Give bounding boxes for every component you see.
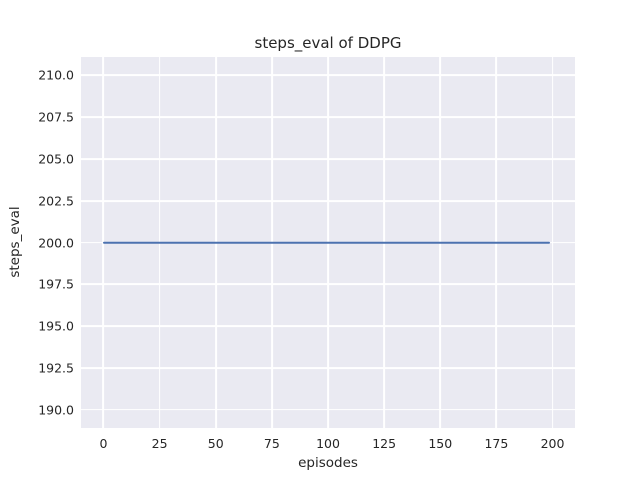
plot-area — [81, 57, 575, 428]
x-tick-label: 75 — [263, 436, 280, 451]
x-tick-label: 150 — [428, 436, 453, 451]
y-tick-labels: 190.0 192.5 195.0 197.5 200.0 202.5 205.0 207.5… — [0, 57, 74, 428]
y-gridline — [81, 366, 575, 369]
x-tick-label: 0 — [99, 436, 108, 451]
y-tick-label: 207.5 — [38, 109, 74, 125]
y-gridline — [81, 325, 575, 327]
x-tick-label: 200 — [540, 436, 565, 451]
y-tick-label: 205.0 — [38, 151, 74, 167]
y-gridline — [81, 283, 575, 286]
x-tick-label: 50 — [207, 436, 224, 451]
y-tick-label: 210.0 — [38, 67, 74, 83]
x-tick-label: 25 — [151, 436, 168, 451]
y-tick-label: 197.5 — [38, 276, 74, 292]
x-tick-label: 125 — [372, 436, 397, 451]
y-tick-label: 190.0 — [38, 402, 74, 418]
x-tick-labels: 0 25 50 75 100 125 150 175 200 — [81, 436, 575, 451]
y-gridline — [81, 158, 575, 160]
y-gridline — [81, 74, 575, 77]
y-tick-label: 202.5 — [38, 193, 74, 209]
x-tick-label: 100 — [316, 436, 340, 451]
x-axis-label: episodes — [298, 455, 358, 471]
data-line-ddpg — [103, 241, 551, 244]
x-tick-label: 175 — [484, 436, 509, 451]
y-tick-label: 200.0 — [38, 235, 74, 250]
y-gridline — [81, 199, 575, 202]
chart-title: steps_eval of DDPG — [254, 34, 402, 52]
y-gridline — [81, 408, 575, 411]
y-tick-label: 195.0 — [38, 318, 74, 334]
y-gridline — [81, 116, 575, 119]
y-tick-label: 192.5 — [38, 360, 74, 376]
